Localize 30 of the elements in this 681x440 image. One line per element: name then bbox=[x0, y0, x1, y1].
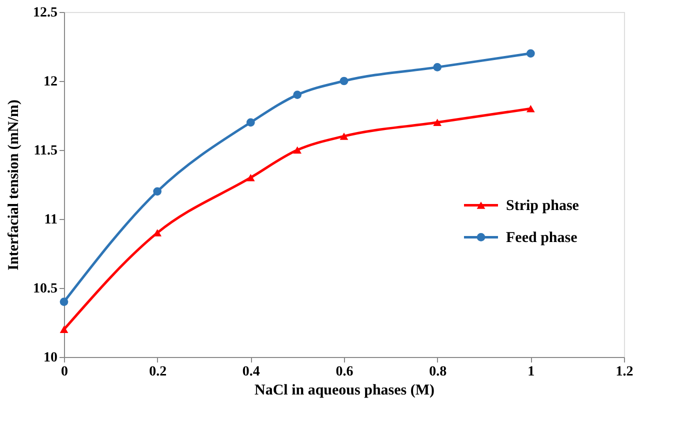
y-tick-label: 12.5 bbox=[33, 6, 58, 20]
x-tick-label: 0 bbox=[61, 364, 68, 380]
point bbox=[246, 174, 255, 182]
x-tick-label: 1.2 bbox=[616, 364, 634, 380]
x-tick-label: 0.2 bbox=[149, 364, 167, 380]
y-tick-label: 11.5 bbox=[34, 144, 58, 158]
point bbox=[340, 76, 348, 86]
point bbox=[293, 146, 302, 154]
point bbox=[246, 118, 255, 127]
point bbox=[340, 132, 348, 140]
y-tick-label: 11 bbox=[44, 212, 58, 228]
point bbox=[60, 326, 68, 334]
y-tick-label: 10.5 bbox=[33, 282, 58, 296]
x-tick-label: 1 bbox=[528, 364, 535, 380]
y-tick-label: 12 bbox=[44, 74, 58, 90]
point bbox=[60, 298, 68, 306]
x-tick-label: 0.6 bbox=[336, 364, 354, 380]
point bbox=[526, 49, 535, 58]
point bbox=[293, 90, 302, 99]
point bbox=[433, 118, 442, 126]
point bbox=[433, 63, 442, 72]
y-axis-title: Interfacial tension (mN/m) bbox=[6, 100, 22, 270]
point bbox=[153, 187, 162, 196]
x-tick-label: 0.8 bbox=[429, 364, 447, 380]
x-axis-title: NaCl in aqueous phases (M) bbox=[254, 382, 435, 398]
legend-label: Feed phase bbox=[506, 230, 578, 246]
legend-label: Strip phase bbox=[506, 198, 580, 214]
y-tick-label: 10 bbox=[44, 350, 58, 366]
point bbox=[526, 104, 535, 112]
x-tick-label: 0.4 bbox=[242, 364, 260, 380]
